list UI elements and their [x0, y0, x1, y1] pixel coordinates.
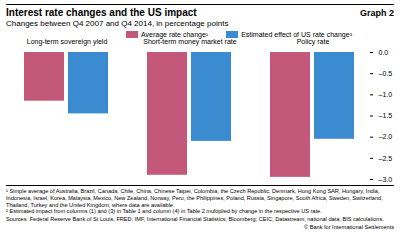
html-text:Interest rate changes and the: Interest rate changes and the US impact	[6, 7, 197, 18]
html-text:Sources: Federal Reserve Bank: Sources: Federal Reserve Bank of St Loui…	[6, 216, 384, 223]
html-text:Graph 2: Graph 2	[360, 8, 394, 18]
html-text:Estimated effect of US rate ch: Estimated effect of US rate change²	[241, 31, 352, 38]
html-text:² Estimated impact from column: ² Estimated impact from columns (1) and …	[6, 208, 322, 215]
svg-text:Short-term money market rate: Short-term money market rate	[143, 38, 236, 46]
svg-text:0.0: 0.0	[379, 49, 389, 56]
svg-text:–2.5: –2.5	[379, 155, 393, 162]
html-text:Average rate change¹: Average rate change¹	[141, 31, 209, 38]
svg-text:Long-term sovereign yield: Long-term sovereign yield	[27, 38, 108, 46]
svg-text:Policy rate: Policy rate	[297, 38, 330, 46]
html-text:¹ Simple average of Australia,: ¹ Simple average of Australia, Brazil, C…	[6, 188, 383, 208]
html-text:© Bank for International Settl: © Bank for International Settlements	[304, 224, 394, 230]
svg-text:–1.5: –1.5	[379, 112, 393, 119]
html-text:Changes between Q4 2007 and Q4: Changes between Q4 2007 and Q4 2014, in …	[6, 19, 229, 28]
svg-text:–2.0: –2.0	[379, 133, 393, 140]
svg-text:–1.0: –1.0	[379, 91, 393, 98]
svg-text:–3.0: –3.0	[379, 176, 393, 183]
svg-text:–0.5: –0.5	[379, 70, 393, 77]
